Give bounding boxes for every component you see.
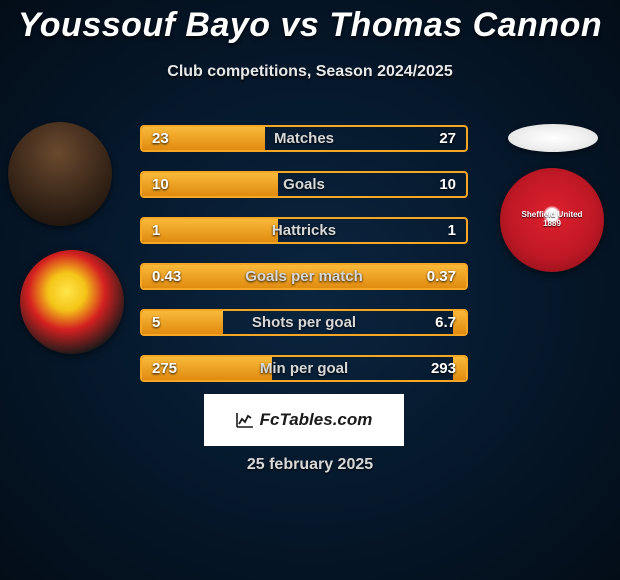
stat-label: Goals <box>142 176 466 193</box>
stat-value-left: 23 <box>152 130 169 147</box>
stats-container: 23 27Matches 10 10Goals 1 1Hattricks 0.43 0.37G… <box>140 125 468 401</box>
stat-value-left: 0.43 <box>152 268 181 285</box>
stat-label: Hattricks <box>142 222 466 239</box>
stat-value-right: 27 <box>439 130 456 147</box>
page-title: Youssouf Bayo vs Thomas Cannon <box>0 0 620 45</box>
stat-value-right: 0.37 <box>427 268 456 285</box>
stat-label: Matches <box>142 130 466 147</box>
subtitle: Club competitions, Season 2024/2025 <box>0 63 620 81</box>
stat-value-left: 1 <box>152 222 160 239</box>
date-text: 25 february 2025 <box>0 456 620 474</box>
stat-bar: 1 1Hattricks <box>140 217 468 244</box>
footer-brand-box: FcTables.com <box>204 394 404 446</box>
chart-icon <box>236 412 254 428</box>
stat-bar: 10 10Goals <box>140 171 468 198</box>
stat-value-right: 1 <box>448 222 456 239</box>
stat-bar: 23 27Matches <box>140 125 468 152</box>
stat-value-left: 275 <box>152 360 177 377</box>
stat-value-right: 6.7 <box>435 314 456 331</box>
club-right-badge: Sheffield United 1889 <box>500 168 604 272</box>
stat-label: Goals per match <box>142 268 466 285</box>
stat-value-left: 10 <box>152 176 169 193</box>
player-right-avatar <box>508 124 598 152</box>
club-right-label: Sheffield United 1889 <box>522 211 583 229</box>
stat-label: Min per goal <box>142 360 466 377</box>
stat-bar: 0.43 0.37Goals per match <box>140 263 468 290</box>
stat-value-left: 5 <box>152 314 160 331</box>
stat-label: Shots per goal <box>142 314 466 331</box>
player-left-avatar <box>8 122 112 226</box>
stat-value-right: 293 <box>431 360 456 377</box>
stat-value-right: 10 <box>439 176 456 193</box>
stat-bar: 275 293Min per goal <box>140 355 468 382</box>
footer-brand-text: FcTables.com <box>260 410 373 430</box>
stat-bar: 5 6.7Shots per goal <box>140 309 468 336</box>
club-left-badge <box>20 250 124 354</box>
